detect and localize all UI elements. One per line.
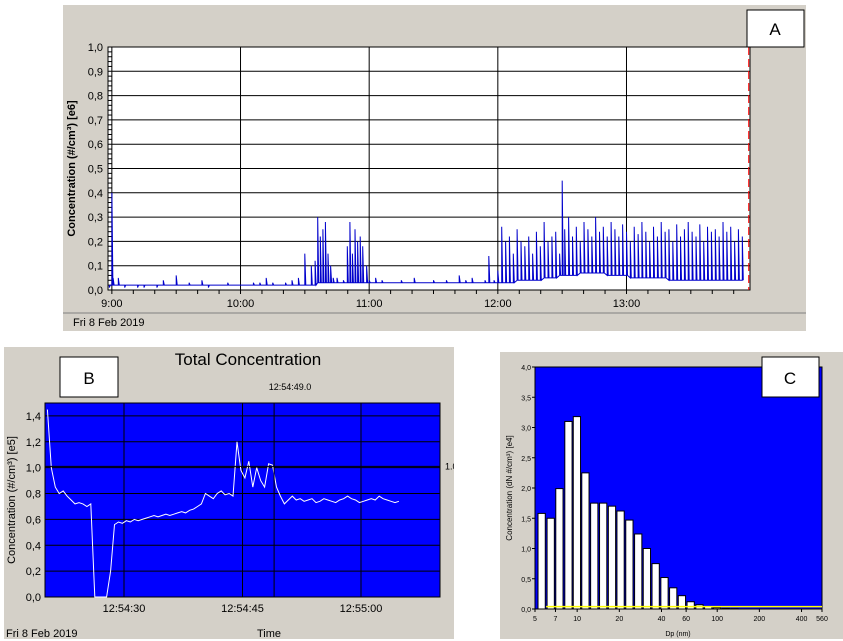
y-axis-label: Concentration (#/cm³) [e6] <box>66 100 78 237</box>
y-tick-label: 1,0 <box>26 463 41 475</box>
x-tick-label: 9:00 <box>101 298 122 310</box>
y-axis-label: Concentration (#/cm³) [e5] <box>6 436 18 564</box>
y-tick-label: 0,9 <box>88 66 103 78</box>
x-tick-label: 60 <box>682 616 690 623</box>
histogram-bar <box>616 510 625 610</box>
x-tick-label: 10:00 <box>227 298 255 310</box>
histogram-bar <box>607 505 617 610</box>
panel-label: B <box>83 369 94 388</box>
histogram-bar <box>651 563 660 610</box>
x-tick-label: 100 <box>711 616 723 623</box>
y-tick-label: 0,5 <box>521 577 531 584</box>
y-tick-label: 3,0 <box>521 426 531 433</box>
y-tick-label: 1,0 <box>88 42 103 54</box>
chart-panel-a: 0,0 0,1 0,2 0,3 0,4 0,5 0,6 0,7 0,8 0,9 1,0 9:00 10:… <box>63 5 806 331</box>
histogram-bar <box>572 416 582 610</box>
y-tick-label: 0,3 <box>88 212 103 224</box>
y-tick-label: 1,4 <box>26 411 41 423</box>
histogram-bar <box>555 488 564 610</box>
x-tick-label: 13:00 <box>613 298 641 310</box>
panel-label-box <box>59 356 119 398</box>
panel-label: C <box>784 369 796 388</box>
x-axis-label: Dp (nm) <box>665 631 690 638</box>
y-tick-label: 1,0 <box>521 547 531 554</box>
y-tick-label: 0,6 <box>88 139 103 151</box>
x-tick-label: 12:54:45 <box>221 603 264 615</box>
y-tick-label: 0,8 <box>26 489 41 501</box>
date-label: Fri 8 Feb 2019 <box>6 628 78 639</box>
y-tick-label: 0,0 <box>521 607 531 614</box>
histogram-bar <box>712 607 722 610</box>
y-tick-label: 0,4 <box>88 188 103 200</box>
x-tick-label: 5 <box>533 616 537 623</box>
cursor-time-label: 12:54:49.0 <box>269 382 312 392</box>
y-tick-label: 0,2 <box>88 236 103 248</box>
cursor-value-label: 1.01e5 <box>445 461 454 471</box>
histogram-bar <box>599 502 608 610</box>
histogram-bar <box>546 517 555 610</box>
histogram-bar <box>564 420 573 610</box>
chart-c-svg: 0,0 0,5 1,0 1,5 2,0 2,5 3,0 3,5 4,0 5 7 10 20 40 60 100… <box>505 356 828 638</box>
panel-label: A <box>769 20 781 39</box>
histogram-bar <box>581 472 590 610</box>
x-tick-label: 12:00 <box>484 298 512 310</box>
histogram-bar <box>660 577 669 610</box>
y-tick-label: 0,0 <box>88 285 103 297</box>
histogram-bar <box>590 502 599 610</box>
y-tick-label: 2,5 <box>521 456 531 463</box>
series-line <box>46 409 400 598</box>
y-tick-label: 1,5 <box>521 516 531 523</box>
x-tick-label: 11:00 <box>356 298 383 310</box>
y-tick-label: 0,6 <box>26 514 41 526</box>
chart-panel-c: 0,0 0,5 1,0 1,5 2,0 2,5 3,0 3,5 4,0 5 7 10 20 40 60 100… <box>500 352 843 639</box>
y-tick-label: 0,0 <box>26 592 41 604</box>
chart-a-svg: 0,0 0,1 0,2 0,3 0,4 0,5 0,6 0,7 0,8 0,9 1,0 9:00 10:… <box>63 9 806 329</box>
x-tick-label: 200 <box>754 616 766 623</box>
x-tick-label: 20 <box>615 616 623 623</box>
y-tick-label: 0,1 <box>88 261 103 273</box>
x-axis-label: Time <box>257 628 281 639</box>
y-tick-label: 4,0 <box>521 365 531 372</box>
histogram-bar <box>634 533 643 610</box>
x-tick-label: 40 <box>658 616 666 623</box>
x-tick-label: 10 <box>573 616 581 623</box>
histogram-bar <box>537 512 546 610</box>
y-tick-label: 0,4 <box>26 540 41 552</box>
y-tick-label: 1,2 <box>26 437 41 449</box>
series-line <box>108 180 744 288</box>
y-tick-label: 2,0 <box>521 486 531 493</box>
histogram-bar <box>625 519 634 610</box>
date-label: Fri 8 Feb 2019 <box>73 317 145 329</box>
histogram-bar <box>686 601 695 610</box>
y-tick-label: 3,5 <box>521 395 531 402</box>
y-tick-label: 0,5 <box>88 164 103 176</box>
panel-label-box <box>761 356 820 398</box>
y-tick-label: 0,7 <box>88 115 103 127</box>
x-tick-label: 560 <box>816 616 828 623</box>
x-tick-label: 7 <box>554 616 558 623</box>
y-tick-label: 0,8 <box>88 91 103 103</box>
chart-panel-b: Total Concentration 12:54:49.0 0,0 0,2 0,4 0,… <box>4 347 454 639</box>
x-tick-label: 12:55:00 <box>340 603 383 615</box>
histogram-bar <box>642 548 652 610</box>
chart-b-svg: Total Concentration 12:54:49.0 0,0 0,2 0,4 0,… <box>6 350 454 639</box>
y-tick-label: 0,2 <box>26 566 41 578</box>
x-tick-label: 12:54:30 <box>103 603 146 615</box>
panel-label-box <box>746 9 805 48</box>
chart-title: Total Concentration <box>175 350 321 369</box>
histogram-bar <box>677 595 687 610</box>
x-tick-label: 400 <box>796 616 808 623</box>
histogram-bar <box>669 587 678 610</box>
histogram-bar <box>721 607 730 610</box>
y-axis-label: Concentration (dN #/cm³) [e4] <box>505 435 514 540</box>
